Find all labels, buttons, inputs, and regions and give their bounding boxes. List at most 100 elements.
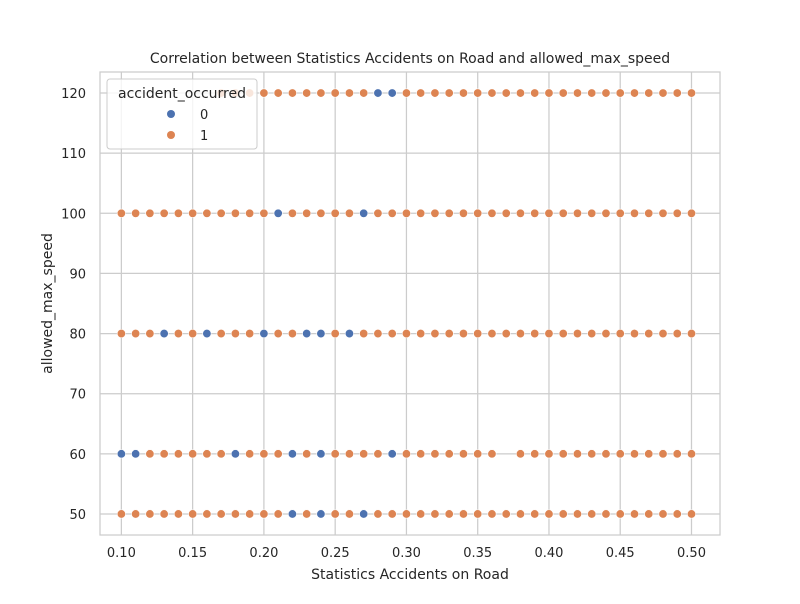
scatter-point-accident-1	[188, 208, 198, 218]
y-axis-label: allowed_max_speed	[40, 233, 56, 374]
scatter-point-accident-1	[245, 208, 255, 218]
y-tick-label: 50	[69, 508, 86, 523]
scatter-point-accident-1	[615, 208, 625, 218]
scatter-point-accident-1	[387, 509, 397, 519]
scatter-point-accident-1	[416, 509, 426, 519]
scatter-point-accident-1	[216, 208, 226, 218]
scatter-point-accident-1	[458, 449, 468, 459]
x-tick-label: 0.20	[249, 546, 278, 561]
y-tick-label: 70	[69, 388, 86, 403]
scatter-point-accident-1	[544, 208, 554, 218]
scatter-point-accident-1	[430, 88, 440, 98]
scatter-point-accident-1	[501, 329, 511, 339]
scatter-point-accident-1	[387, 208, 397, 218]
scatter-point-accident-1	[458, 88, 468, 98]
x-tick-label: 0.15	[178, 546, 207, 561]
legend-label-0: 0	[200, 108, 208, 123]
scatter-point-accident-1	[473, 329, 483, 339]
scatter-point-accident-1	[145, 208, 155, 218]
scatter-point-accident-0	[387, 88, 397, 98]
scatter-point-accident-1	[629, 208, 639, 218]
scatter-point-accident-1	[202, 449, 212, 459]
scatter-point-accident-1	[672, 509, 682, 519]
scatter-point-accident-1	[444, 88, 454, 98]
x-axis-label: Statistics Accidents on Road	[311, 567, 509, 583]
scatter-point-accident-1	[572, 208, 582, 218]
chart-title: Correlation between Statistics Accidents…	[150, 51, 670, 67]
scatter-point-accident-1	[116, 329, 126, 339]
scatter-point-accident-1	[202, 509, 212, 519]
scatter-point-accident-1	[672, 329, 682, 339]
scatter-point-accident-1	[245, 329, 255, 339]
scatter-point-accident-1	[615, 449, 625, 459]
scatter-point-accident-1	[672, 449, 682, 459]
scatter-point-accident-1	[672, 208, 682, 218]
scatter-point-accident-1	[344, 449, 354, 459]
scatter-point-accident-1	[686, 449, 696, 459]
scatter-point-accident-0	[316, 449, 326, 459]
scatter-point-accident-1	[487, 88, 497, 98]
scatter-point-accident-1	[416, 449, 426, 459]
scatter-point-accident-1	[672, 88, 682, 98]
scatter-point-accident-1	[273, 449, 283, 459]
scatter-point-accident-1	[145, 509, 155, 519]
scatter-point-accident-1	[501, 208, 511, 218]
scatter-point-accident-1	[316, 208, 326, 218]
scatter-point-accident-1	[458, 208, 468, 218]
scatter-point-accident-1	[572, 449, 582, 459]
scatter-point-accident-1	[572, 329, 582, 339]
scatter-point-accident-1	[444, 449, 454, 459]
scatter-point-accident-1	[131, 208, 141, 218]
scatter-point-accident-1	[416, 329, 426, 339]
scatter-point-accident-1	[658, 449, 668, 459]
scatter-point-accident-0	[287, 509, 297, 519]
scatter-point-accident-1	[259, 208, 269, 218]
scatter-point-accident-1	[487, 449, 497, 459]
scatter-point-accident-1	[544, 509, 554, 519]
scatter-point-accident-1	[202, 208, 212, 218]
scatter-point-accident-1	[487, 509, 497, 519]
scatter-point-accident-0	[159, 329, 169, 339]
scatter-point-accident-1	[644, 509, 654, 519]
x-tick-label: 0.10	[107, 546, 136, 561]
scatter-point-accident-1	[159, 208, 169, 218]
scatter-point-accident-1	[245, 509, 255, 519]
scatter-point-accident-1	[387, 329, 397, 339]
scatter-point-accident-1	[401, 208, 411, 218]
x-tick-label: 0.35	[463, 546, 492, 561]
scatter-point-accident-1	[458, 329, 468, 339]
scatter-point-accident-1	[216, 329, 226, 339]
scatter-point-accident-1	[644, 208, 654, 218]
scatter-point-accident-1	[359, 88, 369, 98]
scatter-point-accident-1	[188, 329, 198, 339]
scatter-point-accident-1	[530, 449, 540, 459]
scatter-point-accident-1	[230, 208, 240, 218]
scatter-point-accident-1	[287, 208, 297, 218]
axes-frame	[99, 71, 721, 536]
scatter-point-accident-1	[587, 208, 597, 218]
y-tick-label: 100	[61, 207, 86, 222]
scatter-point-accident-1	[430, 449, 440, 459]
scatter-point-accident-1	[245, 449, 255, 459]
scatter-point-accident-1	[273, 88, 283, 98]
scatter-point-accident-1	[302, 509, 312, 519]
scatter-point-accident-1	[401, 88, 411, 98]
scatter-point-accident-1	[430, 509, 440, 519]
scatter-point-accident-1	[658, 329, 668, 339]
y-tick-label: 80	[69, 328, 86, 343]
scatter-point-accident-1	[572, 509, 582, 519]
scatter-point-accident-1	[287, 88, 297, 98]
scatter-point-accident-1	[686, 208, 696, 218]
scatter-point-accident-1	[188, 509, 198, 519]
scatter-point-accident-0	[359, 509, 369, 519]
scatter-point-accident-1	[373, 329, 383, 339]
scatter-point-accident-1	[116, 208, 126, 218]
scatter-point-accident-1	[473, 88, 483, 98]
scatter-point-accident-1	[373, 449, 383, 459]
scatter-point-accident-1	[131, 329, 141, 339]
y-tick-label: 120	[61, 87, 86, 102]
scatter-point-accident-1	[558, 208, 568, 218]
scatter-point-accident-1	[330, 509, 340, 519]
y-tick-label: 90	[69, 267, 86, 282]
scatter-point-accident-0	[116, 449, 126, 459]
